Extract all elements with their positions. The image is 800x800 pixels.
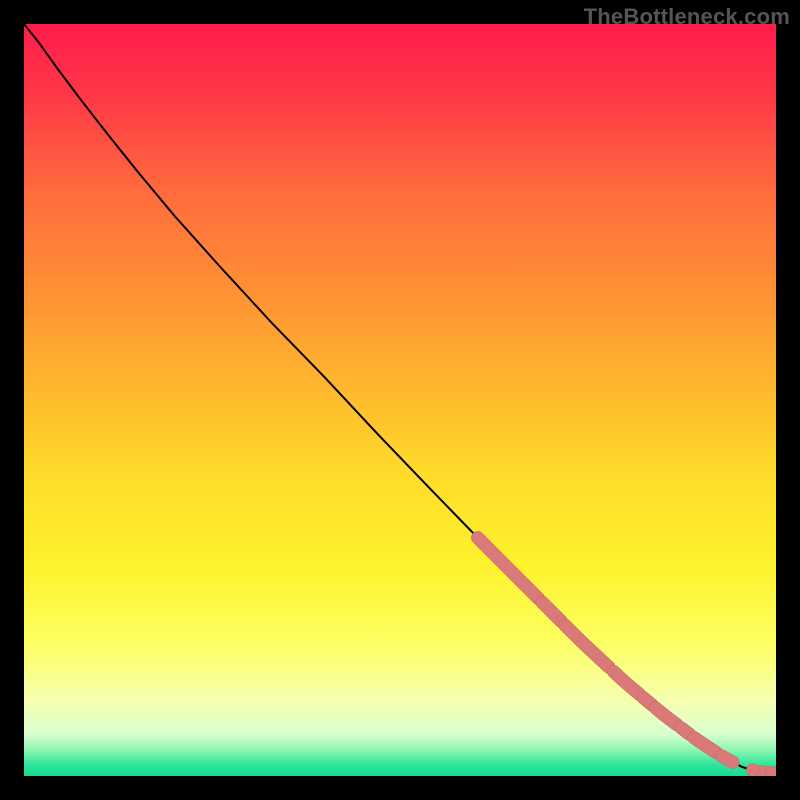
chart-svg [24,24,776,776]
data-point-segment [722,756,733,762]
chart-stage: TheBottleneck.com [0,0,800,800]
data-point-dot [747,764,759,776]
data-point-segment [681,728,690,734]
plot-background [24,24,776,776]
